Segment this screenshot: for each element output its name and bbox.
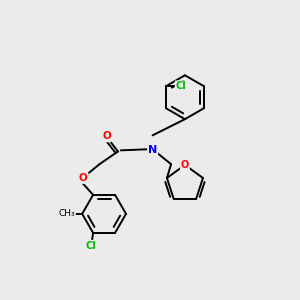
Text: O: O [181,160,189,170]
Text: O: O [102,131,111,142]
Text: N: N [148,145,157,155]
Text: Cl: Cl [176,81,186,91]
Text: CH₃: CH₃ [59,209,75,218]
Text: O: O [79,173,88,183]
Text: Cl: Cl [85,241,96,250]
